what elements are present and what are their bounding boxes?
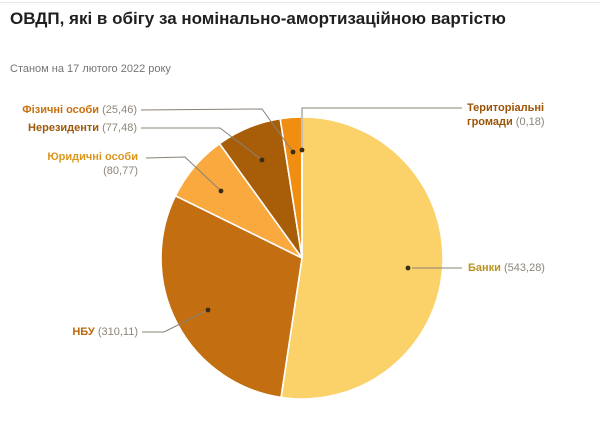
- pie-slice-nbu[interactable]: [160, 194, 303, 399]
- slice-label-name: Фізичні особи: [22, 104, 100, 116]
- callout-dot-fizychni: [290, 149, 296, 155]
- chart-subtitle: Станом на 17 лютого 2022 року: [10, 63, 171, 75]
- slice-label-yurydychni: Юридичні особи (80,77): [26, 150, 138, 178]
- callout-line-fizychni: [140, 108, 294, 153]
- callout-dot-terhromady: [299, 147, 305, 153]
- callout-line-yurydychni: [145, 156, 222, 192]
- callout-dot-yurydychni: [218, 188, 224, 194]
- slice-label-nerezydenty: Нерезиденти (77,48): [28, 121, 137, 135]
- pie-slice-banky[interactable]: [280, 116, 444, 400]
- slice-label-value: (77,48): [102, 122, 137, 134]
- slice-label-value: (310,11): [97, 326, 138, 338]
- callout-dot-nbu: [205, 307, 211, 313]
- slice-label-banky: Банки (543,28): [468, 261, 545, 275]
- slice-label-name: Банки: [468, 262, 501, 274]
- slice-label-name: Нерезиденти: [28, 122, 100, 134]
- callout-dot-nerezydenty: [259, 157, 265, 163]
- slice-label-name: Територіальні громади: [467, 102, 545, 128]
- slice-label-fizychni: Фізичні особи (25,46): [22, 103, 137, 117]
- callout-line-nerezydenty: [141, 127, 263, 161]
- slice-label-nbu: НБУ (310,11): [72, 325, 138, 339]
- top-divider: [0, 2, 600, 3]
- callout-line-terhromady: [301, 107, 462, 150]
- callout-dot-banky: [405, 265, 411, 271]
- slice-label-name: НБУ: [72, 326, 95, 338]
- slice-label-value: (0,18): [515, 116, 545, 128]
- slice-label-value: (543,28): [504, 262, 545, 274]
- slice-label-value: (25,46): [102, 104, 137, 116]
- slice-label-terhromady: Територіальні громади (0,18): [467, 101, 563, 129]
- slice-label-name: Юридичні особи: [47, 151, 138, 163]
- chart-title: ОВДП, які в обігу за номінально-амортиза…: [10, 9, 506, 28]
- slice-label-value: (80,77): [103, 165, 138, 177]
- callout-line-nbu: [142, 309, 209, 333]
